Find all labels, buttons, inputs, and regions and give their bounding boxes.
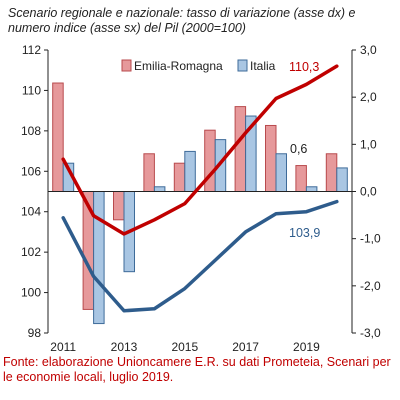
left-tick-label: 100 [21,286,41,300]
bar-emilia-romagna-2014 [143,153,155,193]
legend: Emilia-Romagna Italia [121,59,276,73]
source-note: Fonte: elaborazione Unioncamere E.R. su … [3,355,391,384]
annotation-emilia-index: 110,3 [289,60,319,74]
right-tick-label: -1,0 [360,232,381,246]
bar-emilia-romagna-2011 [52,82,64,192]
chart-title: Scenario regionale e nazionale: tasso di… [8,6,356,35]
bar-italia-2015 [184,150,196,193]
lines-layer [61,64,339,313]
legend-swatch-italia [237,59,248,72]
left-tick-label: 98 [28,326,42,340]
bar-italia-2014 [153,186,166,192]
legend-label-italia: Italia [250,59,276,73]
right-tick-label: 2,0 [360,90,377,104]
annotation-rate: 0,6 [290,142,307,156]
line-italia [61,199,339,313]
left-tick-label: 102 [21,245,41,259]
bar-italia-2020 [336,167,348,192]
x-tick-label: 2011 [50,340,76,354]
axes-layer: 98 100 102 104 106 108 110 112 3,0 2,0 1,0 0,0 -1,0 -… [21,43,381,354]
right-tick-label: 3,0 [360,43,377,57]
legend-label-emilia-romagna: Emilia-Romagna [134,59,223,73]
left-tick-label: 112 [22,43,41,57]
x-tick-label: 2019 [293,340,320,354]
bar-italia-2012 [93,191,105,325]
x-tick-label: 2017 [232,340,259,354]
left-tick-label: 108 [21,124,41,138]
bar-emilia-romagna-2017 [234,106,247,192]
right-tick-label: -3,0 [360,326,381,340]
bar-emilia-romagna-2020 [325,153,338,193]
x-tick-label: 2013 [111,340,138,354]
bar-emilia-romagna-2019 [295,165,307,192]
bar-emilia-romagna-2016 [204,129,216,192]
bar-emilia-romagna-2015 [173,162,186,192]
left-tick-label: 110 [22,83,41,97]
line-emilia-romagna [61,64,339,236]
right-tick-label: 0,0 [360,185,377,199]
bar-emilia-romagna-2018 [265,124,277,192]
right-tick-label: -2,0 [360,279,381,293]
bars-layer [52,82,348,325]
bar-italia-2019 [305,186,318,192]
legend-swatch-emilia-romagna [121,59,132,72]
annotation-italia-index: 103,9 [289,226,320,240]
bar-italia-2018 [275,153,287,193]
left-tick-label: 104 [21,205,41,219]
right-tick-label: 1,0 [360,137,377,151]
left-tick-label: 106 [21,164,41,178]
bar-emilia-romagna-2013 [113,191,125,221]
x-tick-label: 2015 [171,340,198,354]
